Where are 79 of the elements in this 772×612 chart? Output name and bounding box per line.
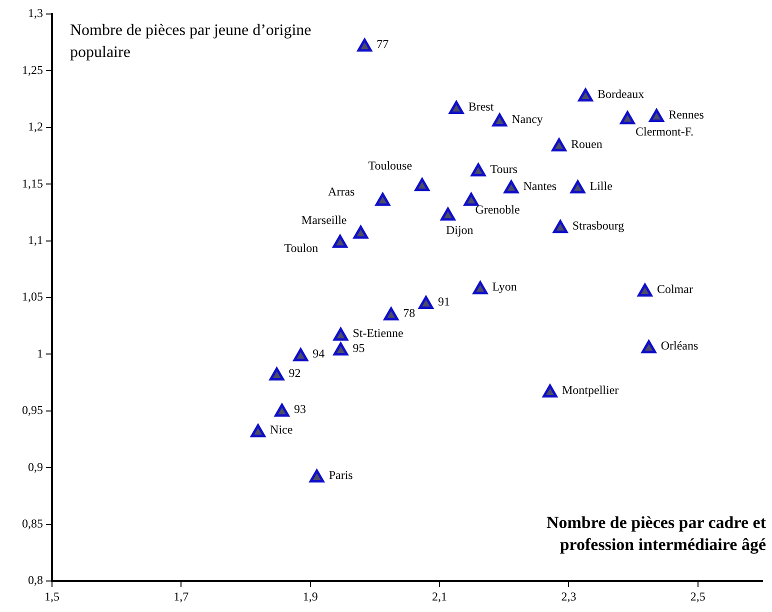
point — [333, 342, 348, 356]
annotation: 93 — [294, 402, 306, 416]
point — [552, 138, 566, 152]
annotation: Paris — [328, 468, 354, 482]
annotation: Nice — [270, 422, 293, 437]
point — [293, 348, 308, 362]
point — [578, 88, 593, 102]
annotation: Rouen — [571, 136, 602, 151]
annotation: 94 — [312, 346, 325, 361]
y-tick-label: 1,1 — [28, 232, 43, 247]
annotation: Tours — [490, 162, 518, 176]
point — [414, 178, 430, 192]
point — [418, 296, 434, 310]
annotation: 77 — [376, 37, 389, 52]
y-tick-label: 0,85 — [22, 516, 43, 530]
annotation: Nantes — [523, 178, 557, 193]
annotation: 78 — [403, 306, 416, 320]
y-tick-label: 1 — [37, 346, 43, 360]
x-tick-label: 2,5 — [690, 589, 706, 604]
x-tick-label: 2,3 — [561, 589, 576, 604]
point — [570, 180, 586, 194]
point — [269, 367, 284, 380]
point — [542, 384, 558, 398]
y-tick-label: 0,95 — [22, 403, 43, 418]
point — [449, 101, 464, 114]
point — [333, 328, 348, 341]
x-tick-label: 1,5 — [44, 589, 60, 604]
point — [357, 38, 372, 52]
annotation: Montpellier — [562, 382, 619, 397]
annotation: St-Etienne — [352, 326, 404, 340]
point — [274, 404, 290, 417]
annotation: Toulon — [284, 241, 318, 256]
point — [384, 307, 398, 320]
point — [638, 284, 652, 297]
annotation: Grenoble — [475, 202, 520, 216]
x-axis-title: Nombre de pièces par cadre et profession intermédiaire âgé — [545, 512, 766, 556]
annotation: 95 — [352, 340, 365, 355]
annotation: Nancy — [512, 112, 543, 126]
point — [642, 340, 656, 354]
annotation: 91 — [438, 294, 450, 308]
point — [440, 208, 456, 221]
point — [332, 234, 348, 248]
y-tick-label: 1,2 — [28, 120, 43, 134]
point — [250, 424, 266, 438]
y-tick-label: 1,3 — [28, 6, 43, 20]
point — [310, 470, 324, 483]
point — [472, 281, 488, 294]
annotation: Brest — [468, 99, 494, 114]
annotation: Colmar — [656, 282, 693, 296]
annotation: 92 — [288, 366, 301, 380]
annotation: Lyon — [492, 280, 517, 294]
annotation: Arras — [328, 184, 356, 198]
point — [553, 220, 568, 234]
y-tick-label: 0,9 — [28, 460, 43, 474]
annotation: Strasbourg — [572, 218, 624, 232]
point — [375, 192, 390, 206]
annotation: Clermont-F. — [636, 124, 694, 139]
x-tick-label: 1,9 — [302, 589, 318, 604]
annotation: Orléans — [660, 338, 698, 353]
annotation: Marseille — [301, 213, 347, 228]
annotation: Dijon — [446, 223, 474, 238]
y-tick-label: 1,15 — [22, 176, 43, 190]
y-tick-label: 0,8 — [28, 573, 43, 588]
y-tick-label: 1,25 — [22, 62, 43, 77]
point — [649, 108, 664, 122]
point — [464, 192, 479, 206]
point — [353, 226, 368, 239]
point — [470, 163, 486, 176]
annotation: Rennes — [668, 107, 704, 122]
x-tick-label: 1,7 — [174, 589, 189, 604]
annotation: Toulouse — [368, 158, 412, 173]
y-axis-title: Nombre de pièces par jeune d’origine populaire — [70, 21, 312, 63]
point — [504, 180, 519, 194]
x-tick-label: 2,1 — [432, 589, 448, 604]
y-tick-label: 1,05 — [22, 290, 43, 304]
point — [620, 111, 635, 124]
annotation: Bordeaux — [598, 86, 644, 101]
annotation: Lille — [590, 178, 612, 193]
point — [492, 113, 507, 126]
